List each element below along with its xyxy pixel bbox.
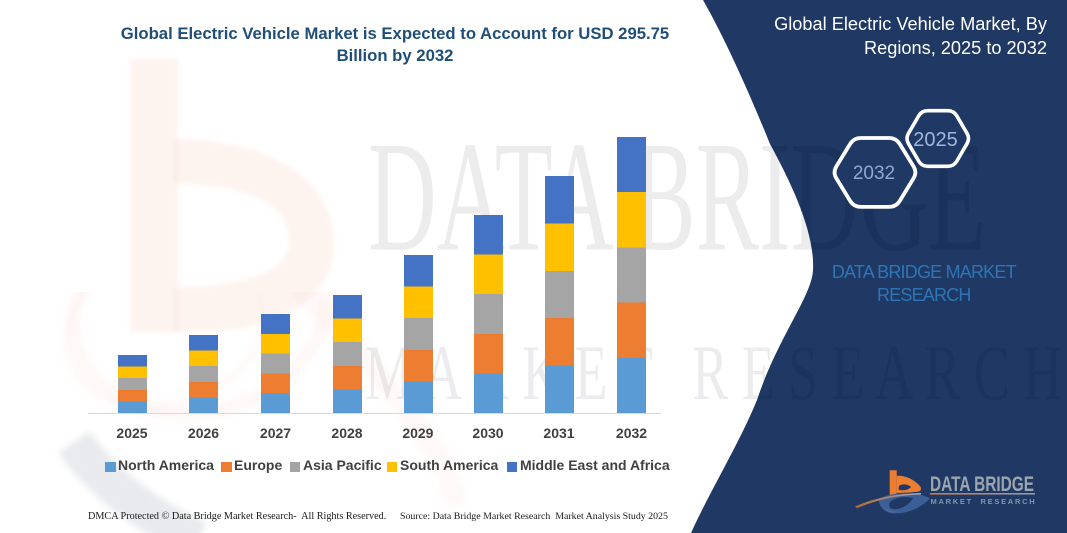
svg-text:2032: 2032: [853, 163, 895, 184]
svg-text:DATA BRIDGE: DATA BRIDGE: [930, 473, 1034, 496]
svg-text:2025: 2025: [913, 129, 958, 151]
svg-text:MARKET RESEARCH: MARKET RESEARCH: [931, 497, 1037, 506]
